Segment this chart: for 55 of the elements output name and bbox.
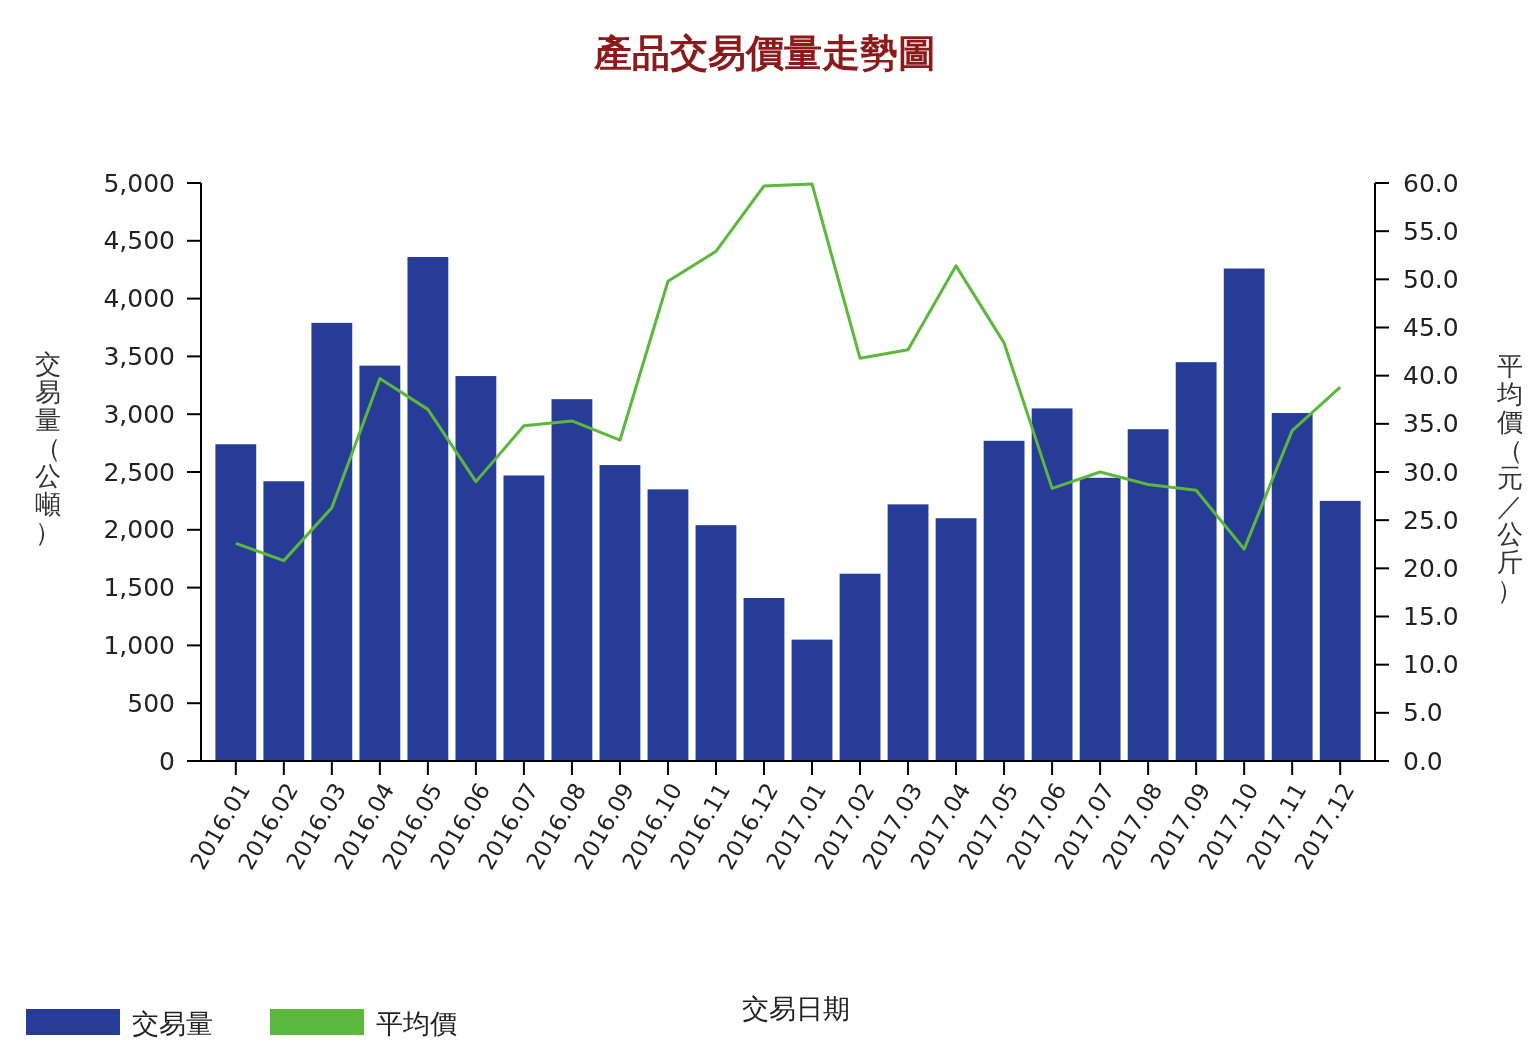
legend-label: 平均價 bbox=[376, 1007, 457, 1039]
y2-tick-label: 35.0 bbox=[1403, 409, 1459, 439]
y2-tick-label: 0.0 bbox=[1403, 746, 1443, 776]
y2-tick-label: 60.0 bbox=[1403, 168, 1459, 198]
bar bbox=[599, 465, 641, 761]
y-tick-label: 500 bbox=[127, 688, 175, 718]
bar bbox=[551, 399, 593, 761]
y2-tick-label: 10.0 bbox=[1403, 650, 1459, 680]
y2-tick-label: 20.0 bbox=[1403, 553, 1459, 583]
y-tick-label: 4,000 bbox=[103, 284, 175, 314]
bar bbox=[407, 256, 449, 761]
bar bbox=[1031, 408, 1073, 761]
y-tick-label: 2,500 bbox=[103, 457, 175, 487]
bar bbox=[503, 475, 545, 761]
y-tick-label: 5,000 bbox=[103, 168, 175, 198]
y2-tick-label: 55.0 bbox=[1403, 216, 1459, 246]
bar bbox=[311, 322, 353, 761]
y2-tick-label: 40.0 bbox=[1403, 361, 1459, 391]
bar bbox=[983, 440, 1025, 761]
bar bbox=[1127, 429, 1169, 761]
y-tick-label: 0 bbox=[159, 746, 175, 776]
bar bbox=[1223, 268, 1265, 761]
bar bbox=[839, 573, 881, 761]
y2-tick-label: 30.0 bbox=[1403, 457, 1459, 487]
bar bbox=[887, 504, 929, 761]
y2-tick-label: 15.0 bbox=[1403, 602, 1459, 631]
bar bbox=[791, 639, 833, 761]
bar bbox=[359, 365, 401, 761]
text: 平均價（元／公斤） bbox=[1497, 351, 1523, 605]
bar bbox=[455, 376, 497, 761]
y-tick-label: 1,500 bbox=[103, 573, 175, 603]
y-tick-label: 1,000 bbox=[103, 630, 175, 660]
legend-label: 交易量 bbox=[132, 1007, 213, 1039]
bar bbox=[1319, 500, 1361, 761]
y-tick-label: 2,000 bbox=[103, 515, 175, 545]
y-axis-title: 交易量（公噸） bbox=[35, 349, 61, 547]
bar bbox=[263, 481, 305, 761]
y-tick-label: 4,500 bbox=[103, 226, 175, 256]
bar bbox=[695, 525, 737, 761]
y2-tick-label: 45.0 bbox=[1403, 313, 1459, 342]
chart-title: 產品交易價量走勢圖 bbox=[593, 31, 936, 75]
x-axis-title: 交易日期 bbox=[742, 993, 850, 1024]
bar bbox=[215, 444, 257, 761]
bar bbox=[647, 489, 689, 761]
y2-tick-label: 50.0 bbox=[1403, 264, 1459, 294]
line-series bbox=[234, 182, 1342, 563]
y2-tick-label: 25.0 bbox=[1403, 505, 1459, 535]
bar bbox=[1079, 477, 1121, 761]
y-tick-label: 3,000 bbox=[103, 399, 175, 429]
y-tick-label: 3,500 bbox=[103, 341, 175, 371]
bar bbox=[1175, 362, 1217, 761]
bar bbox=[1271, 413, 1313, 761]
y2-tick-label: 5.0 bbox=[1403, 698, 1443, 728]
bar bbox=[935, 518, 977, 761]
bar bbox=[743, 598, 785, 761]
